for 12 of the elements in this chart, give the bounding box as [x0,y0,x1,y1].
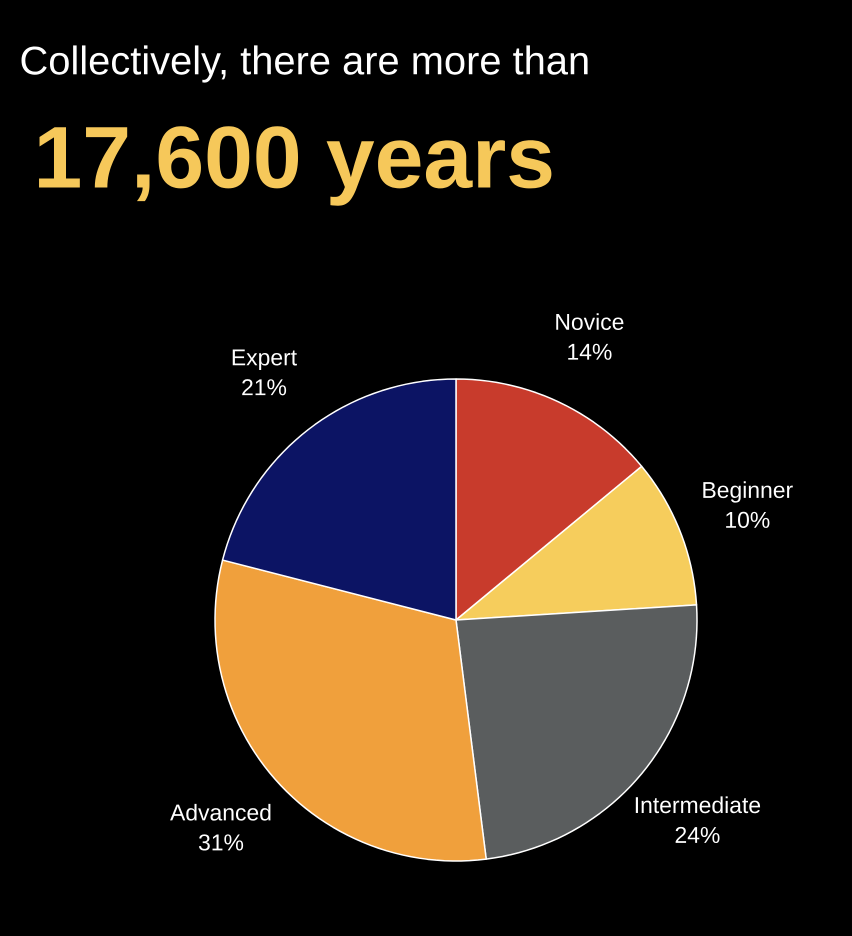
chart-title: Collectively, there are more than [22,45,588,83]
data-label: 24% [676,826,720,844]
chart-subtitle: 17,600 years [39,126,552,206]
data-label: 10% [726,512,770,528]
slice-label: Beginner [703,481,793,503]
slice-label: Advanced [170,804,270,821]
slice-label: Intermediate [636,796,760,814]
slice-label: Expert [232,350,297,370]
data-label: 31% [198,834,244,851]
data-label: 21% [242,379,286,396]
slice-label: Novice [556,313,624,330]
data-label: 14% [568,344,612,360]
